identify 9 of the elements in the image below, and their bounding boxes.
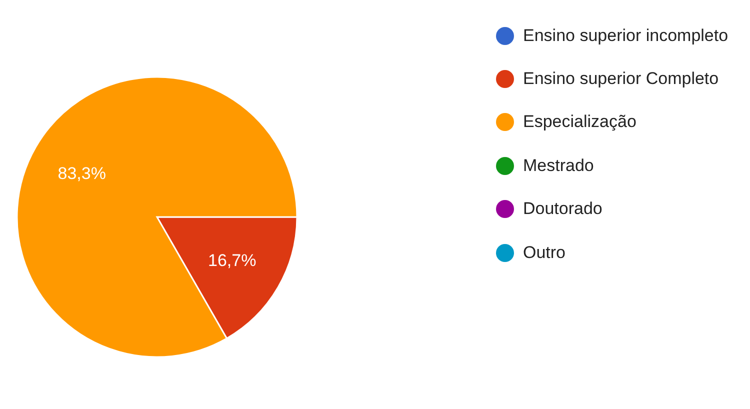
legend-label: Especialização: [523, 112, 636, 132]
data-label: 16,7%: [208, 250, 256, 270]
legend-label: Mestrado: [523, 156, 594, 176]
legend-label: Ensino superior Completo: [523, 69, 719, 90]
legend-label: Outro: [523, 242, 566, 263]
legend-label: Ensino superior incompleto: [523, 26, 728, 46]
pie-slice: [16, 76, 298, 358]
data-label: 83,3%: [58, 164, 106, 184]
legend-label: Doutorado: [523, 199, 602, 220]
